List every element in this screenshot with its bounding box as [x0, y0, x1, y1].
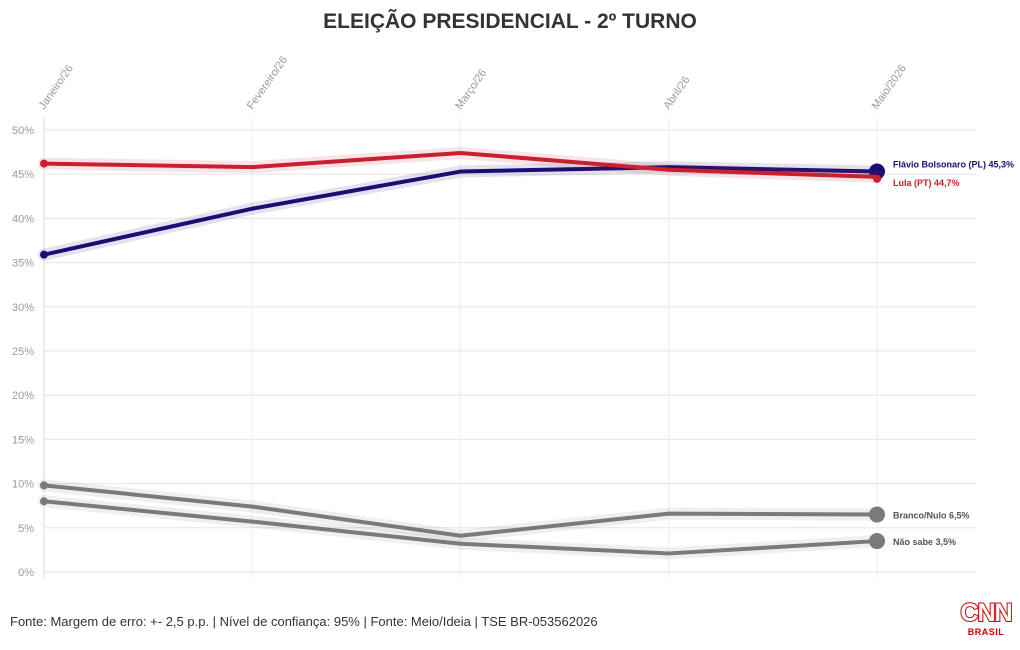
y-tick-label: 35% [12, 258, 34, 270]
series-line [42, 483, 879, 538]
series-start-point [40, 497, 48, 506]
x-tick-label: Março/26 [453, 67, 489, 111]
cnn-brasil-logo: CNN BRASIL [958, 599, 1014, 644]
footer-source: Fonte: Margem de erro: +- 2,5 p.p. | Nív… [10, 614, 598, 629]
y-tick-label: 15% [12, 434, 34, 446]
x-tick-label: Fevereiro/26 [245, 54, 290, 111]
series-end-point [873, 174, 881, 183]
x-tick-label: Abril/26 [661, 74, 692, 111]
y-tick-label: 30% [12, 302, 34, 314]
y-tick-label: 10% [12, 479, 34, 491]
logo-sub-text: BRASIL [967, 627, 1005, 637]
series-start-point [40, 159, 48, 168]
series-end-label: Lula (PT) 44,7% [893, 178, 960, 188]
series-end-point [869, 533, 885, 550]
series-start-point [40, 481, 48, 490]
x-tick-label: Maio/2026 [870, 63, 909, 112]
y-tick-label: 0% [18, 567, 34, 579]
y-tick-label: 25% [12, 346, 34, 358]
series-end-point [869, 506, 885, 523]
y-tick-label: 40% [12, 213, 34, 225]
y-tick-label: 5% [18, 523, 34, 535]
series-end-label: Flávio Bolsonaro (PL) 45,3% [893, 160, 1014, 170]
series-end-label: Não sabe 3,5% [893, 537, 956, 547]
y-tick-label: 50% [12, 125, 34, 137]
chart-title: ELEIÇÃO PRESIDENCIAL - 2º TURNO [323, 10, 697, 33]
y-tick-label: 20% [12, 390, 34, 402]
series-start-point [40, 250, 48, 259]
x-tick-label: Janeiro/26 [37, 63, 76, 112]
y-tick-label: 45% [12, 169, 34, 181]
series-end-label: Branco/Nulo 6,5% [893, 511, 970, 521]
series-line [42, 150, 879, 179]
series-line [42, 499, 879, 556]
series-line [42, 165, 879, 257]
logo-main-text: CNN [959, 599, 1013, 627]
